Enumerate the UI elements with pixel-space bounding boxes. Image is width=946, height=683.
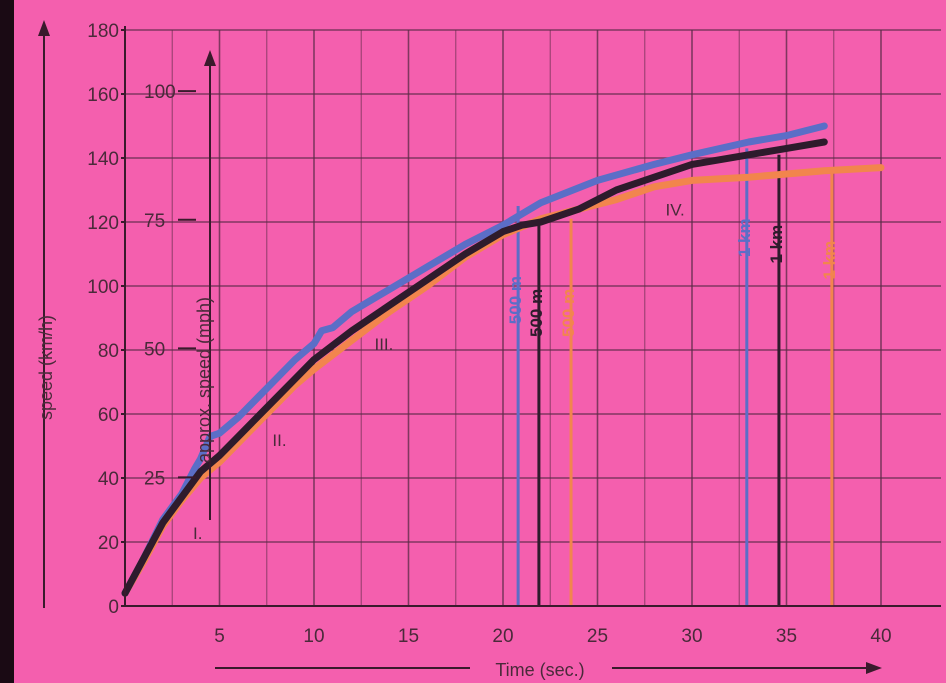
y-tick-label: 120 (87, 213, 119, 234)
distance-marker-label: 500 m (559, 289, 578, 337)
x-tick-label: 10 (303, 626, 324, 647)
y-tick-label: 60 (98, 405, 119, 426)
x-tick-label: 20 (492, 626, 513, 647)
x-tick-label: 35 (776, 626, 797, 647)
mph-axis-arrowhead (204, 50, 216, 66)
gear-label: III. (374, 335, 393, 354)
gear-label: II. (272, 431, 286, 450)
tick-labels: 0 20 40 60 80 100 120 140 160 180 5 10 15 20 25 30 35 40 2… (87, 21, 891, 647)
gear-label: IV. (666, 201, 685, 220)
y-axis-label: speed (km/h) (36, 315, 56, 420)
mph-tick-label: 75 (144, 211, 165, 232)
secondary-y-axis-label: approx. speed (mph) (194, 297, 214, 463)
x-tick-label: 5 (214, 626, 225, 647)
x-tick-label: 15 (398, 626, 419, 647)
y-axis-arrowhead (38, 20, 50, 36)
left-black-border (0, 0, 14, 683)
series-lines (121, 122, 885, 597)
series-line (121, 138, 828, 597)
x-tick-label: 30 (681, 626, 702, 647)
mph-tick-label: 25 (144, 468, 165, 489)
y-tick-label: 140 (87, 149, 119, 170)
y-tick-label: 40 (98, 469, 119, 490)
y-tick-label: 80 (98, 341, 119, 362)
axes (38, 20, 941, 674)
y-tick-label: 180 (87, 21, 119, 42)
series-line (121, 122, 828, 597)
distance-marker-label: 1 km (767, 225, 786, 264)
y-tick-label: 0 (108, 597, 119, 618)
distance-marker-label: 500 m (506, 276, 525, 324)
distance-marker-label: 500 m (527, 289, 546, 337)
series-line (121, 164, 885, 597)
grid (125, 29, 941, 606)
gear-label: I. (193, 524, 202, 543)
distance-markers: 500 m 500 m 500 m1 km 1 km 1 km (506, 148, 839, 606)
y-tick-label: 100 (87, 277, 119, 298)
x-axis-arrowhead (866, 662, 882, 674)
mph-tick-label: 50 (144, 339, 165, 360)
distance-marker-label: 1 km (820, 241, 839, 280)
x-tick-label: 25 (587, 626, 608, 647)
gear-labels: I. II. III. IV. (193, 201, 685, 543)
y-tick-label: 20 (98, 533, 119, 554)
x-axis-label: Time (sec.) (495, 660, 584, 680)
mph-tick-label: 100 (144, 82, 176, 103)
x-tick-label: 40 (870, 626, 891, 647)
distance-marker-label: 1 km (735, 218, 754, 257)
y-tick-label: 160 (87, 85, 119, 106)
